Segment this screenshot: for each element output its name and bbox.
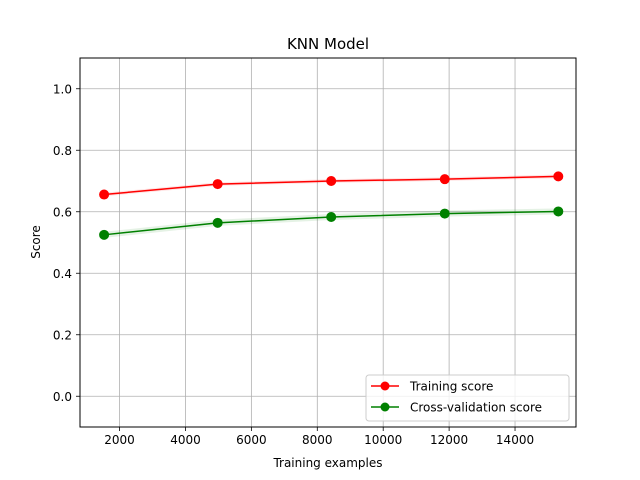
x-tick-label: 14000 — [496, 433, 534, 447]
legend-marker-0 — [380, 381, 390, 391]
legend-marker-1 — [380, 402, 390, 412]
y-tick-label: 0.8 — [53, 144, 72, 158]
grid-lines — [80, 58, 576, 427]
data-point — [99, 189, 110, 200]
series-points — [99, 171, 564, 240]
data-point — [212, 217, 223, 228]
data-point — [99, 229, 110, 240]
y-axis-label: Score — [29, 225, 43, 259]
y-tick-label: 1.0 — [53, 82, 72, 96]
y-tick-label: 0.4 — [53, 267, 72, 281]
y-tick-label: 0.0 — [53, 390, 72, 404]
x-tick-label: 12000 — [430, 433, 468, 447]
x-tick-label: 10000 — [364, 433, 402, 447]
x-axis-label: Training examples — [272, 456, 382, 470]
y-axis-ticks: 0.0 0.2 0.4 0.6 0.8 1.0 — [53, 82, 80, 404]
x-tick-label: 6000 — [236, 433, 267, 447]
legend-label-0: Training score — [409, 380, 493, 394]
chart-title: KNN Model — [287, 35, 369, 53]
data-point — [439, 208, 450, 219]
data-point — [553, 171, 564, 182]
data-point — [326, 211, 337, 222]
legend-box — [365, 374, 570, 422]
x-tick-label: 4000 — [170, 433, 201, 447]
y-tick-label: 0.6 — [53, 205, 72, 219]
data-point — [553, 206, 564, 217]
x-tick-label: 8000 — [302, 433, 333, 447]
x-tick-label: 2000 — [104, 433, 135, 447]
x-axis-ticks: 2000 4000 6000 8000 10000 12000 14000 — [104, 427, 534, 447]
legend-label-1: Cross-validation score — [410, 401, 542, 415]
data-point — [326, 176, 337, 186]
data-point — [439, 174, 450, 185]
legend: Training score Cross-validation score — [365, 374, 570, 422]
data-point — [212, 179, 223, 190]
y-tick-label: 0.2 — [53, 328, 72, 342]
plot-frame — [79, 57, 577, 428]
